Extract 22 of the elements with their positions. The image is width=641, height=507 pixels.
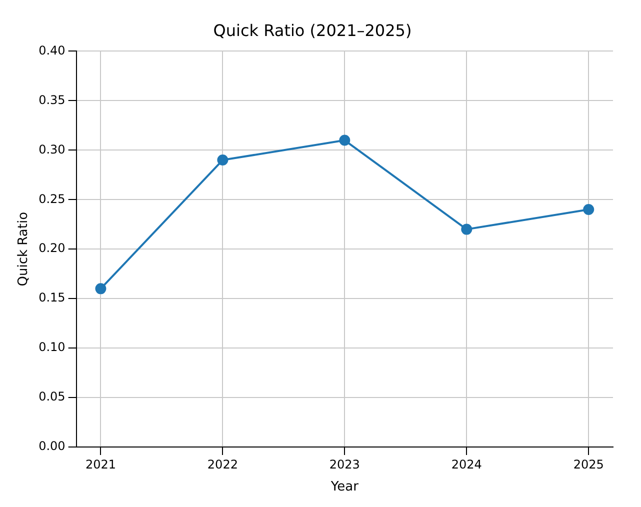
point (339, 134, 350, 146)
x-tick-label: 2025 (573, 457, 604, 472)
point (461, 224, 472, 235)
y-tick-label: 0.10 (38, 340, 66, 354)
x-tick-label: 2022 (207, 457, 238, 472)
y-tick-label: 0.30 (38, 142, 66, 156)
point (95, 283, 106, 294)
y-tick-label: 0.20 (38, 241, 66, 256)
y-tick-label: 0.00 (38, 439, 66, 454)
y-tick-label: 0.15 (38, 290, 66, 305)
y-tick-label: 0.25 (38, 192, 66, 206)
chart-title: Quick Ratio (2021–2025) (213, 20, 412, 40)
x-tick-label: 2021 (85, 457, 116, 472)
y-tick-label: 0.05 (38, 390, 66, 404)
point (583, 204, 594, 216)
y-tick-label: 0.35 (38, 92, 66, 107)
y-tick-label: 0.40 (38, 43, 66, 58)
x-axis-title: Year (330, 480, 360, 495)
point (217, 154, 228, 166)
x-tick-label: 2023 (329, 457, 360, 472)
x-tick-label: 2024 (451, 457, 482, 472)
y-axis-title: Quick Ratio (16, 212, 32, 286)
